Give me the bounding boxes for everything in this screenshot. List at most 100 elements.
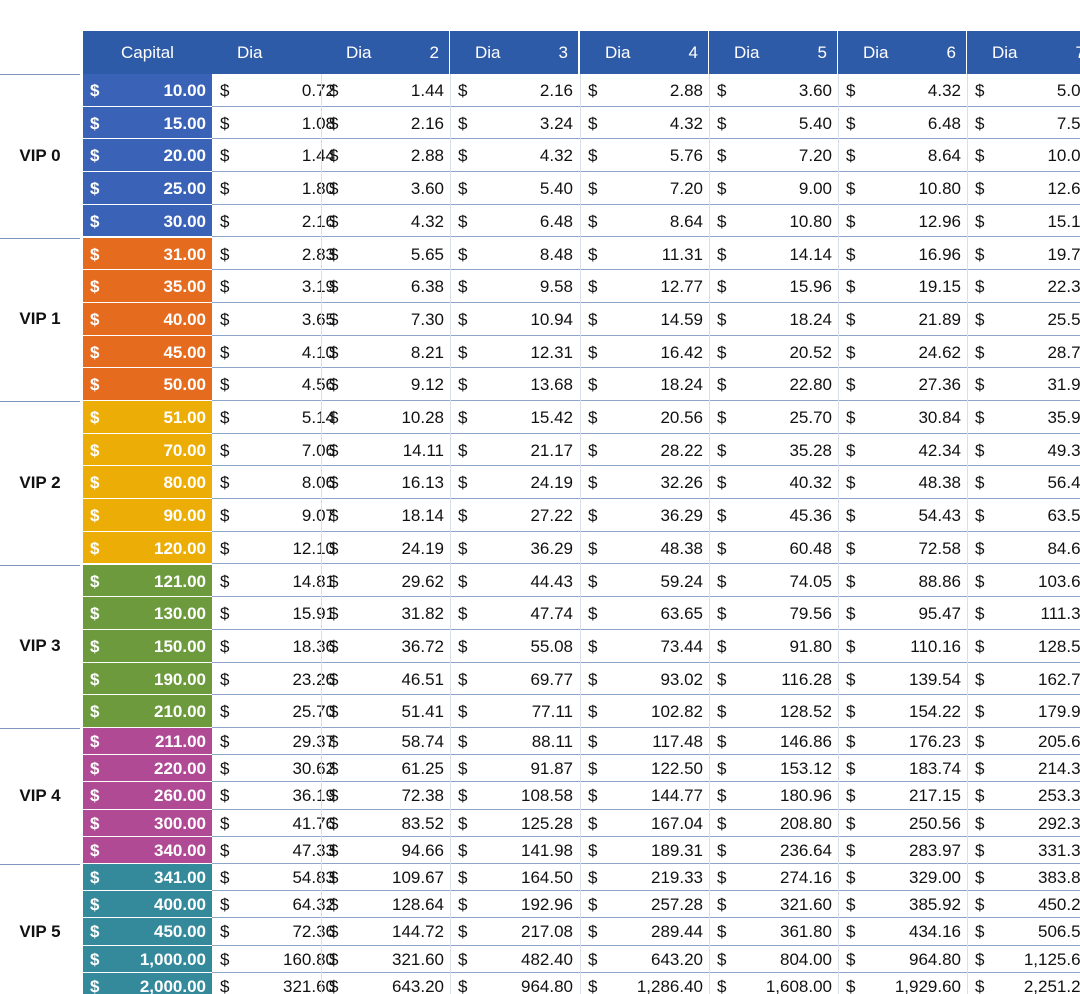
day-4-cell[interactable]: $14.59 bbox=[580, 303, 709, 336]
day-7-cell[interactable]: $5.04 bbox=[967, 74, 1080, 107]
day-5-cell[interactable]: $15.96 bbox=[709, 270, 838, 303]
day-3-cell[interactable]: $10.94 bbox=[450, 303, 579, 336]
capital-cell[interactable]: $1,000.00 bbox=[83, 945, 212, 973]
day-6-cell[interactable]: $434.16 bbox=[838, 918, 967, 945]
day-6-cell[interactable]: $217.15 bbox=[838, 782, 967, 809]
day-3-cell[interactable]: $77.11 bbox=[450, 695, 579, 728]
day-7-cell[interactable]: $31.92 bbox=[967, 368, 1080, 401]
day-3-cell[interactable]: $47.74 bbox=[450, 597, 579, 630]
day-1-cell[interactable]: $160.80 bbox=[212, 946, 341, 973]
day-7-cell[interactable]: $1,125.60 bbox=[967, 946, 1080, 973]
day-2-cell[interactable]: $29.62 bbox=[321, 565, 450, 598]
day-5-cell[interactable]: $25.70 bbox=[709, 401, 838, 434]
day-2-cell[interactable]: $14.11 bbox=[321, 434, 450, 467]
day-6-cell[interactable]: $16.96 bbox=[838, 238, 967, 271]
capital-cell[interactable]: $90.00 bbox=[83, 499, 212, 532]
day-2-cell[interactable]: $109.67 bbox=[321, 864, 450, 891]
header-day-5[interactable]: Dia 5 bbox=[709, 31, 838, 74]
day-5-cell[interactable]: $79.56 bbox=[709, 597, 838, 630]
day-2-cell[interactable]: $4.32 bbox=[321, 205, 450, 238]
day-7-cell[interactable]: $253.34 bbox=[967, 782, 1080, 809]
day-2-cell[interactable]: $8.21 bbox=[321, 336, 450, 369]
day-5-cell[interactable]: $74.05 bbox=[709, 565, 838, 598]
day-3-cell[interactable]: $482.40 bbox=[450, 946, 579, 973]
capital-cell[interactable]: $80.00 bbox=[83, 466, 212, 500]
day-3-cell[interactable]: $15.42 bbox=[450, 401, 579, 434]
day-2-cell[interactable]: $24.19 bbox=[321, 532, 450, 565]
capital-cell[interactable]: $20.00 bbox=[83, 139, 212, 173]
day-5-cell[interactable]: $22.80 bbox=[709, 368, 838, 401]
day-5-cell[interactable]: $40.32 bbox=[709, 466, 838, 499]
day-1-cell[interactable]: $29.37 bbox=[212, 728, 341, 755]
capital-cell[interactable]: $121.00 bbox=[83, 564, 212, 598]
day-1-cell[interactable]: $321.60 bbox=[212, 973, 341, 994]
day-3-cell[interactable]: $13.68 bbox=[450, 368, 579, 401]
header-day-4[interactable]: Dia 4 bbox=[580, 31, 709, 74]
capital-cell[interactable]: $31.00 bbox=[83, 237, 212, 271]
day-5-cell[interactable]: $153.12 bbox=[709, 755, 838, 782]
day-1-cell[interactable]: $1.80 bbox=[212, 172, 341, 205]
day-4-cell[interactable]: $167.04 bbox=[580, 810, 709, 837]
day-5-cell[interactable]: $3.60 bbox=[709, 74, 838, 107]
day-6-cell[interactable]: $10.80 bbox=[838, 172, 967, 205]
day-1-cell[interactable]: $4.56 bbox=[212, 368, 341, 401]
day-6-cell[interactable]: $1,929.60 bbox=[838, 973, 967, 994]
day-1-cell[interactable]: $3.19 bbox=[212, 270, 341, 303]
day-4-cell[interactable]: $63.65 bbox=[580, 597, 709, 630]
capital-cell[interactable]: $40.00 bbox=[83, 302, 212, 336]
day-7-cell[interactable]: $10.08 bbox=[967, 139, 1080, 172]
day-7-cell[interactable]: $506.52 bbox=[967, 918, 1080, 945]
day-7-cell[interactable]: $84.67 bbox=[967, 532, 1080, 565]
capital-cell[interactable]: $35.00 bbox=[83, 270, 212, 303]
day-1-cell[interactable]: $5.14 bbox=[212, 401, 341, 434]
day-3-cell[interactable]: $5.40 bbox=[450, 172, 579, 205]
day-4-cell[interactable]: $36.29 bbox=[580, 499, 709, 532]
day-3-cell[interactable]: $44.43 bbox=[450, 565, 579, 598]
day-6-cell[interactable]: $154.22 bbox=[838, 695, 967, 728]
day-1-cell[interactable]: $0.72 bbox=[212, 74, 341, 107]
day-3-cell[interactable]: $21.17 bbox=[450, 434, 579, 467]
day-6-cell[interactable]: $385.92 bbox=[838, 891, 967, 918]
day-1-cell[interactable]: $36.19 bbox=[212, 782, 341, 809]
capital-cell[interactable]: $450.00 bbox=[83, 918, 212, 946]
day-6-cell[interactable]: $72.58 bbox=[838, 532, 967, 565]
day-7-cell[interactable]: $56.45 bbox=[967, 466, 1080, 499]
day-7-cell[interactable]: $383.83 bbox=[967, 864, 1080, 891]
day-3-cell[interactable]: $964.80 bbox=[450, 973, 579, 994]
day-6-cell[interactable]: $250.56 bbox=[838, 810, 967, 837]
day-7-cell[interactable]: $179.93 bbox=[967, 695, 1080, 728]
day-4-cell[interactable]: $144.77 bbox=[580, 782, 709, 809]
capital-cell[interactable]: $70.00 bbox=[83, 433, 212, 467]
day-4-cell[interactable]: $16.42 bbox=[580, 336, 709, 369]
day-6-cell[interactable]: $139.54 bbox=[838, 663, 967, 696]
day-5-cell[interactable]: $180.96 bbox=[709, 782, 838, 809]
day-4-cell[interactable]: $2.88 bbox=[580, 74, 709, 107]
day-5-cell[interactable]: $208.80 bbox=[709, 810, 838, 837]
day-7-cell[interactable]: $35.98 bbox=[967, 401, 1080, 434]
day-4-cell[interactable]: $1,286.40 bbox=[580, 973, 709, 994]
day-3-cell[interactable]: $88.11 bbox=[450, 728, 579, 755]
day-6-cell[interactable]: $329.00 bbox=[838, 864, 967, 891]
day-4-cell[interactable]: $7.20 bbox=[580, 172, 709, 205]
day-2-cell[interactable]: $83.52 bbox=[321, 810, 450, 837]
capital-cell[interactable]: $341.00 bbox=[83, 864, 212, 892]
day-4-cell[interactable]: $12.77 bbox=[580, 270, 709, 303]
day-1-cell[interactable]: $1.08 bbox=[212, 107, 341, 140]
capital-cell[interactable]: $15.00 bbox=[83, 106, 212, 140]
day-7-cell[interactable]: $22.34 bbox=[967, 270, 1080, 303]
day-6-cell[interactable]: $176.23 bbox=[838, 728, 967, 755]
day-5-cell[interactable]: $10.80 bbox=[709, 205, 838, 238]
day-5-cell[interactable]: $14.14 bbox=[709, 238, 838, 271]
day-2-cell[interactable]: $2.16 bbox=[321, 107, 450, 140]
day-5-cell[interactable]: $1,608.00 bbox=[709, 973, 838, 994]
day-3-cell[interactable]: $91.87 bbox=[450, 755, 579, 782]
capital-cell[interactable]: $220.00 bbox=[83, 755, 212, 783]
day-3-cell[interactable]: $24.19 bbox=[450, 466, 579, 499]
capital-cell[interactable]: $211.00 bbox=[83, 728, 212, 756]
day-5-cell[interactable]: $35.28 bbox=[709, 434, 838, 467]
day-3-cell[interactable]: $27.22 bbox=[450, 499, 579, 532]
day-3-cell[interactable]: $6.48 bbox=[450, 205, 579, 238]
day-5-cell[interactable]: $18.24 bbox=[709, 303, 838, 336]
day-3-cell[interactable]: $12.31 bbox=[450, 336, 579, 369]
capital-cell[interactable]: $400.00 bbox=[83, 891, 212, 919]
